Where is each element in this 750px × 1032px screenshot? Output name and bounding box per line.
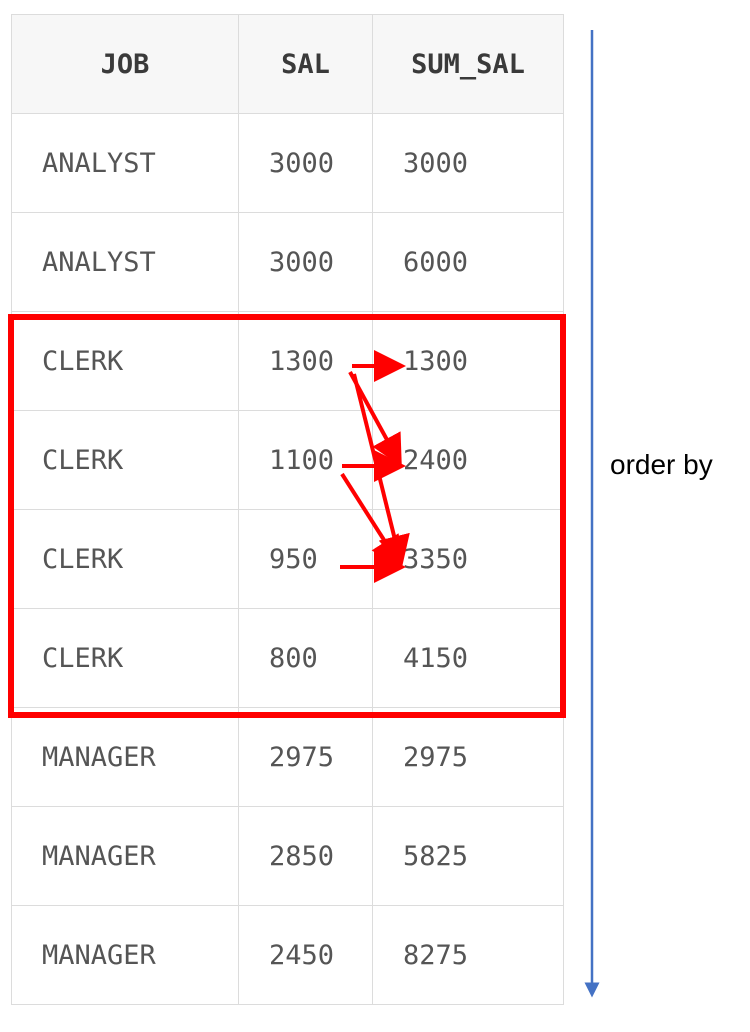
table-row: CLERK 1300 1300 [11, 311, 564, 411]
cell-job: CLERK [11, 509, 239, 609]
cell-sum-sal: 1300 [372, 311, 564, 411]
cell-sal: 950 [238, 509, 373, 609]
header-job: JOB [11, 14, 239, 114]
table-row: CLERK 1100 2400 [11, 410, 564, 510]
cell-sum-sal: 2400 [372, 410, 564, 510]
result-table: JOB SAL SUM_SAL ANALYST 3000 3000 ANALYS… [11, 14, 564, 1005]
cell-sum-sal: 3350 [372, 509, 564, 609]
cell-job: CLERK [11, 311, 239, 411]
cell-sal: 1100 [238, 410, 373, 510]
cell-job: ANALYST [11, 113, 239, 213]
order-by-label: order by [610, 449, 713, 480]
header-row: JOB SAL SUM_SAL [11, 14, 564, 114]
cell-sum-sal: 6000 [372, 212, 564, 312]
table-row: ANALYST 3000 3000 [11, 113, 564, 213]
cell-job: CLERK [11, 608, 239, 708]
cell-sal: 2850 [238, 806, 373, 906]
cell-job: MANAGER [11, 707, 239, 807]
cell-sum-sal: 8275 [372, 905, 564, 1005]
table-row: CLERK 950 3350 [11, 509, 564, 609]
header-sum-sal: SUM_SAL [372, 14, 564, 114]
cell-sal: 1300 [238, 311, 373, 411]
table-row: MANAGER 2975 2975 [11, 707, 564, 807]
cell-sal: 800 [238, 608, 373, 708]
cell-job: ANALYST [11, 212, 239, 312]
cell-job: CLERK [11, 410, 239, 510]
cell-sum-sal: 4150 [372, 608, 564, 708]
cell-sum-sal: 2975 [372, 707, 564, 807]
table-row: CLERK 800 4150 [11, 608, 564, 708]
cell-sal: 2975 [238, 707, 373, 807]
cell-sal: 3000 [238, 113, 373, 213]
cell-sum-sal: 3000 [372, 113, 564, 213]
cell-job: MANAGER [11, 806, 239, 906]
cell-sum-sal: 5825 [372, 806, 564, 906]
table-row: ANALYST 3000 6000 [11, 212, 564, 312]
cell-sal: 2450 [238, 905, 373, 1005]
header-sal: SAL [238, 14, 373, 114]
cell-job: MANAGER [11, 905, 239, 1005]
cell-sal: 3000 [238, 212, 373, 312]
table-row: MANAGER 2450 8275 [11, 905, 564, 1005]
table-row: MANAGER 2850 5825 [11, 806, 564, 906]
